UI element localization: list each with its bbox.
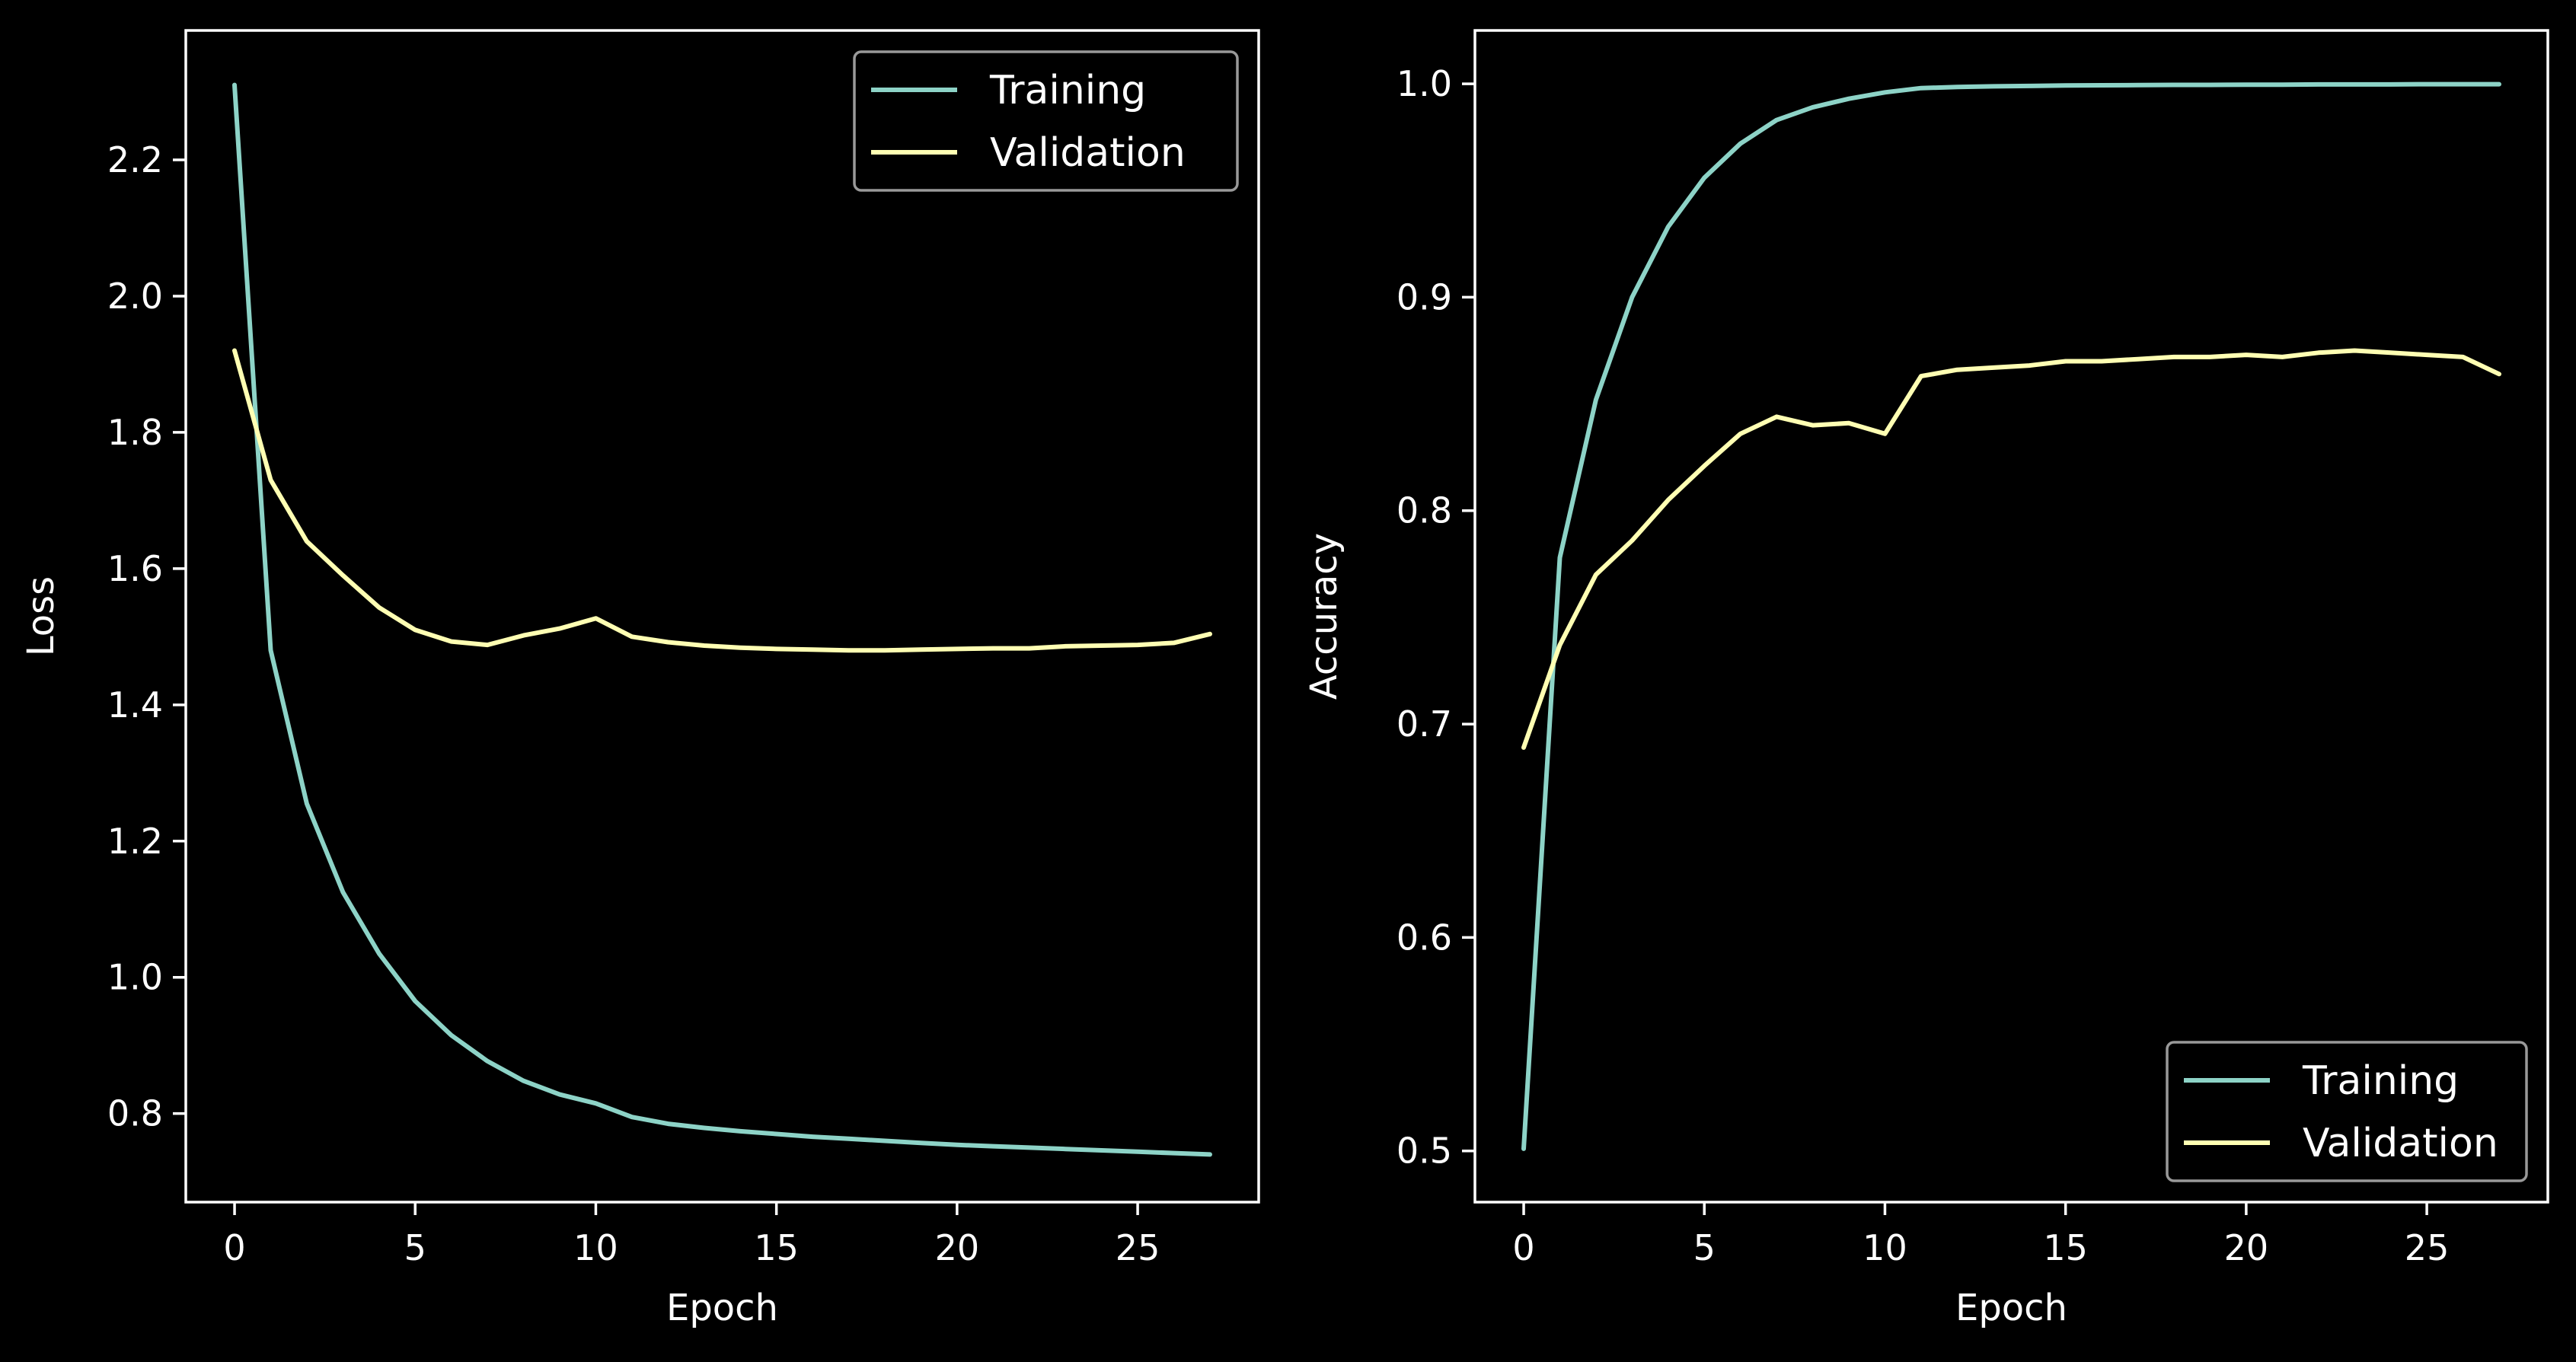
y-tick-label: 2.2: [107, 139, 163, 180]
y-tick-label: 0.7: [1397, 703, 1452, 745]
x-tick-label: 5: [1693, 1227, 1716, 1268]
y-tick-label: 0.9: [1397, 276, 1452, 317]
y-tick-label: 0.8: [1397, 490, 1452, 531]
x-axis-label: Epoch: [666, 1287, 778, 1329]
x-tick-label: 25: [1116, 1227, 1160, 1268]
y-axis-label: Loss: [20, 576, 62, 656]
accuracy-chart: 0 5 10 15 20 25 0.5 0.6 0.7 0.8 0.9 1.0 Epoch Accurac…: [1303, 29, 2549, 1329]
y-tick-label: 1.6: [107, 548, 163, 589]
x-tick-label: 10: [1863, 1227, 1907, 1268]
y-tick-label: 1.4: [107, 684, 163, 726]
x-tick-label: 15: [2043, 1227, 2088, 1268]
series-line-validation: [232, 348, 1212, 653]
legend-label-training: Training: [2302, 1058, 2459, 1104]
legend-label-validation: Validation: [990, 130, 1186, 176]
legend: Training Validation: [853, 50, 1239, 192]
x-tick-label: 0: [1512, 1227, 1534, 1268]
x-tick-label: 15: [754, 1227, 799, 1268]
legend-label-validation: Validation: [2303, 1121, 2498, 1166]
x-tick-label: 0: [223, 1227, 245, 1268]
legend-box: [853, 50, 1239, 192]
y-tick-label: 1.0: [107, 957, 163, 998]
x-tick-label: 25: [2405, 1227, 2450, 1268]
x-tick-label: 20: [935, 1227, 980, 1268]
legend-label-training: Training: [989, 68, 1146, 113]
y-tick-label: 0.8: [107, 1093, 163, 1134]
y-tick-label: 1.8: [107, 412, 163, 453]
x-axis-label: Epoch: [1955, 1287, 2067, 1329]
y-tick-label: 1.0: [1397, 63, 1452, 104]
y-axis-label: Accuracy: [1303, 533, 1345, 700]
series-line-training: [232, 82, 1212, 1157]
y-tick-label: 1.2: [107, 821, 163, 862]
y-tick-label: 2.0: [107, 276, 163, 317]
plot-frame: [184, 29, 1260, 1204]
legend-box: [2166, 1041, 2528, 1182]
x-tick-label: 20: [2224, 1227, 2269, 1268]
x-tick-label: 10: [573, 1227, 618, 1268]
y-tick-label: 0.6: [1397, 917, 1452, 958]
series-line-validation: [1521, 348, 2501, 750]
series-line-training: [1521, 81, 2501, 1151]
x-tick-label: 5: [404, 1227, 426, 1268]
loss-chart: 0 5 10 15 20 25 0.8 1.0 1.2 1.4 1.6 1.8 2.0 2.2 Epoch L…: [20, 29, 1260, 1329]
y-tick-label: 0.5: [1397, 1131, 1452, 1172]
legend: Training Validation: [2166, 1041, 2528, 1182]
plot-frame: [1473, 29, 2549, 1204]
